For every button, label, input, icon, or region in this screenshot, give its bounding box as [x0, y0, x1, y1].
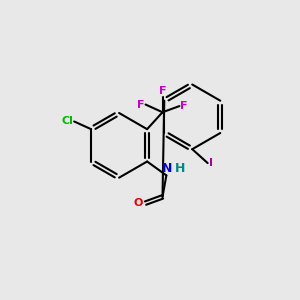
Text: H: H: [175, 162, 185, 175]
Text: Cl: Cl: [61, 116, 74, 127]
Text: F: F: [159, 86, 166, 96]
Text: O: O: [134, 198, 143, 208]
Text: N: N: [162, 162, 172, 175]
Text: I: I: [209, 158, 213, 168]
Text: F: F: [180, 101, 188, 111]
Text: F: F: [137, 100, 145, 110]
